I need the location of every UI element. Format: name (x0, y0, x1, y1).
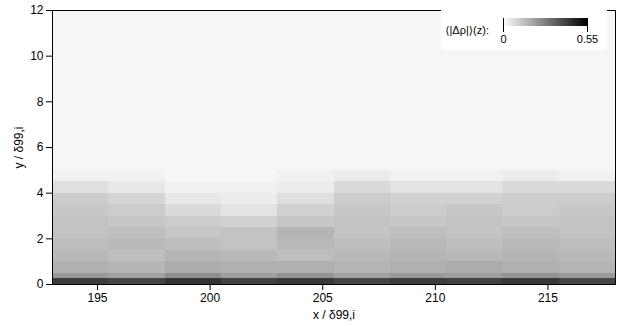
svg-text:10: 10 (30, 49, 44, 63)
svg-text:x / δ99,i: x / δ99,i (313, 308, 355, 322)
svg-text:195: 195 (88, 291, 108, 305)
svg-text:205: 205 (313, 291, 333, 305)
svg-text:8: 8 (37, 95, 44, 109)
svg-text:12: 12 (30, 3, 44, 17)
html-text:⟨|Δρ|⟩(z):: ⟨|Δρ|⟩(z): (445, 24, 489, 36)
svg-text:6: 6 (37, 140, 44, 154)
svg-text:y / δ99,i: y / δ99,i (12, 126, 26, 168)
svg-text:4: 4 (37, 186, 44, 200)
svg-text:0: 0 (500, 33, 506, 45)
svg-text:200: 200 (200, 291, 220, 305)
svg-text:0: 0 (37, 277, 44, 291)
svg-text:0.55: 0.55 (577, 33, 598, 45)
svg-text:210: 210 (425, 291, 445, 305)
svg-text:2: 2 (37, 232, 44, 246)
svg-text:215: 215 (538, 291, 558, 305)
